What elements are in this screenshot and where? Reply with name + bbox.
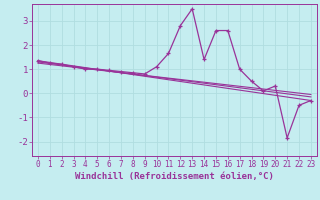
X-axis label: Windchill (Refroidissement éolien,°C): Windchill (Refroidissement éolien,°C) xyxy=(75,172,274,181)
